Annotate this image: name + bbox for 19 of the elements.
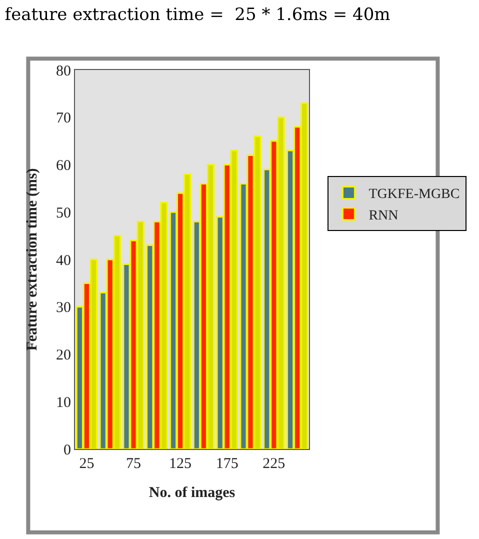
y-tick-label: 60 <box>56 158 71 174</box>
y-tick-label: 10 <box>56 394 71 411</box>
y-tick-label: 70 <box>56 110 71 127</box>
y-tick-label: 40 <box>56 252 71 269</box>
legend-label: TGKFE-MGBC <box>368 187 460 202</box>
y-tick-label: 50 <box>56 205 71 222</box>
x-axis-title: No. of images <box>148 485 236 501</box>
x-tick-label: 125 <box>169 456 192 472</box>
y-tick-label: 20 <box>56 348 71 364</box>
x-tick-label: 175 <box>216 456 238 472</box>
x-tick-label: 25 <box>79 456 94 472</box>
x-tick-label: 225 <box>262 456 286 472</box>
y-tick-label: 30 <box>56 300 71 316</box>
legend-label: RNN <box>368 208 398 224</box>
y-tick-label: 80 <box>56 63 71 80</box>
chart-title: feature extraction time = 25 * 1.6ms = 40m <box>4 4 390 25</box>
x-tick-label: 75 <box>126 456 141 472</box>
y-tick-label: 0 <box>64 442 71 458</box>
y-axis-title: Feature extraction time (ms) <box>24 168 40 351</box>
